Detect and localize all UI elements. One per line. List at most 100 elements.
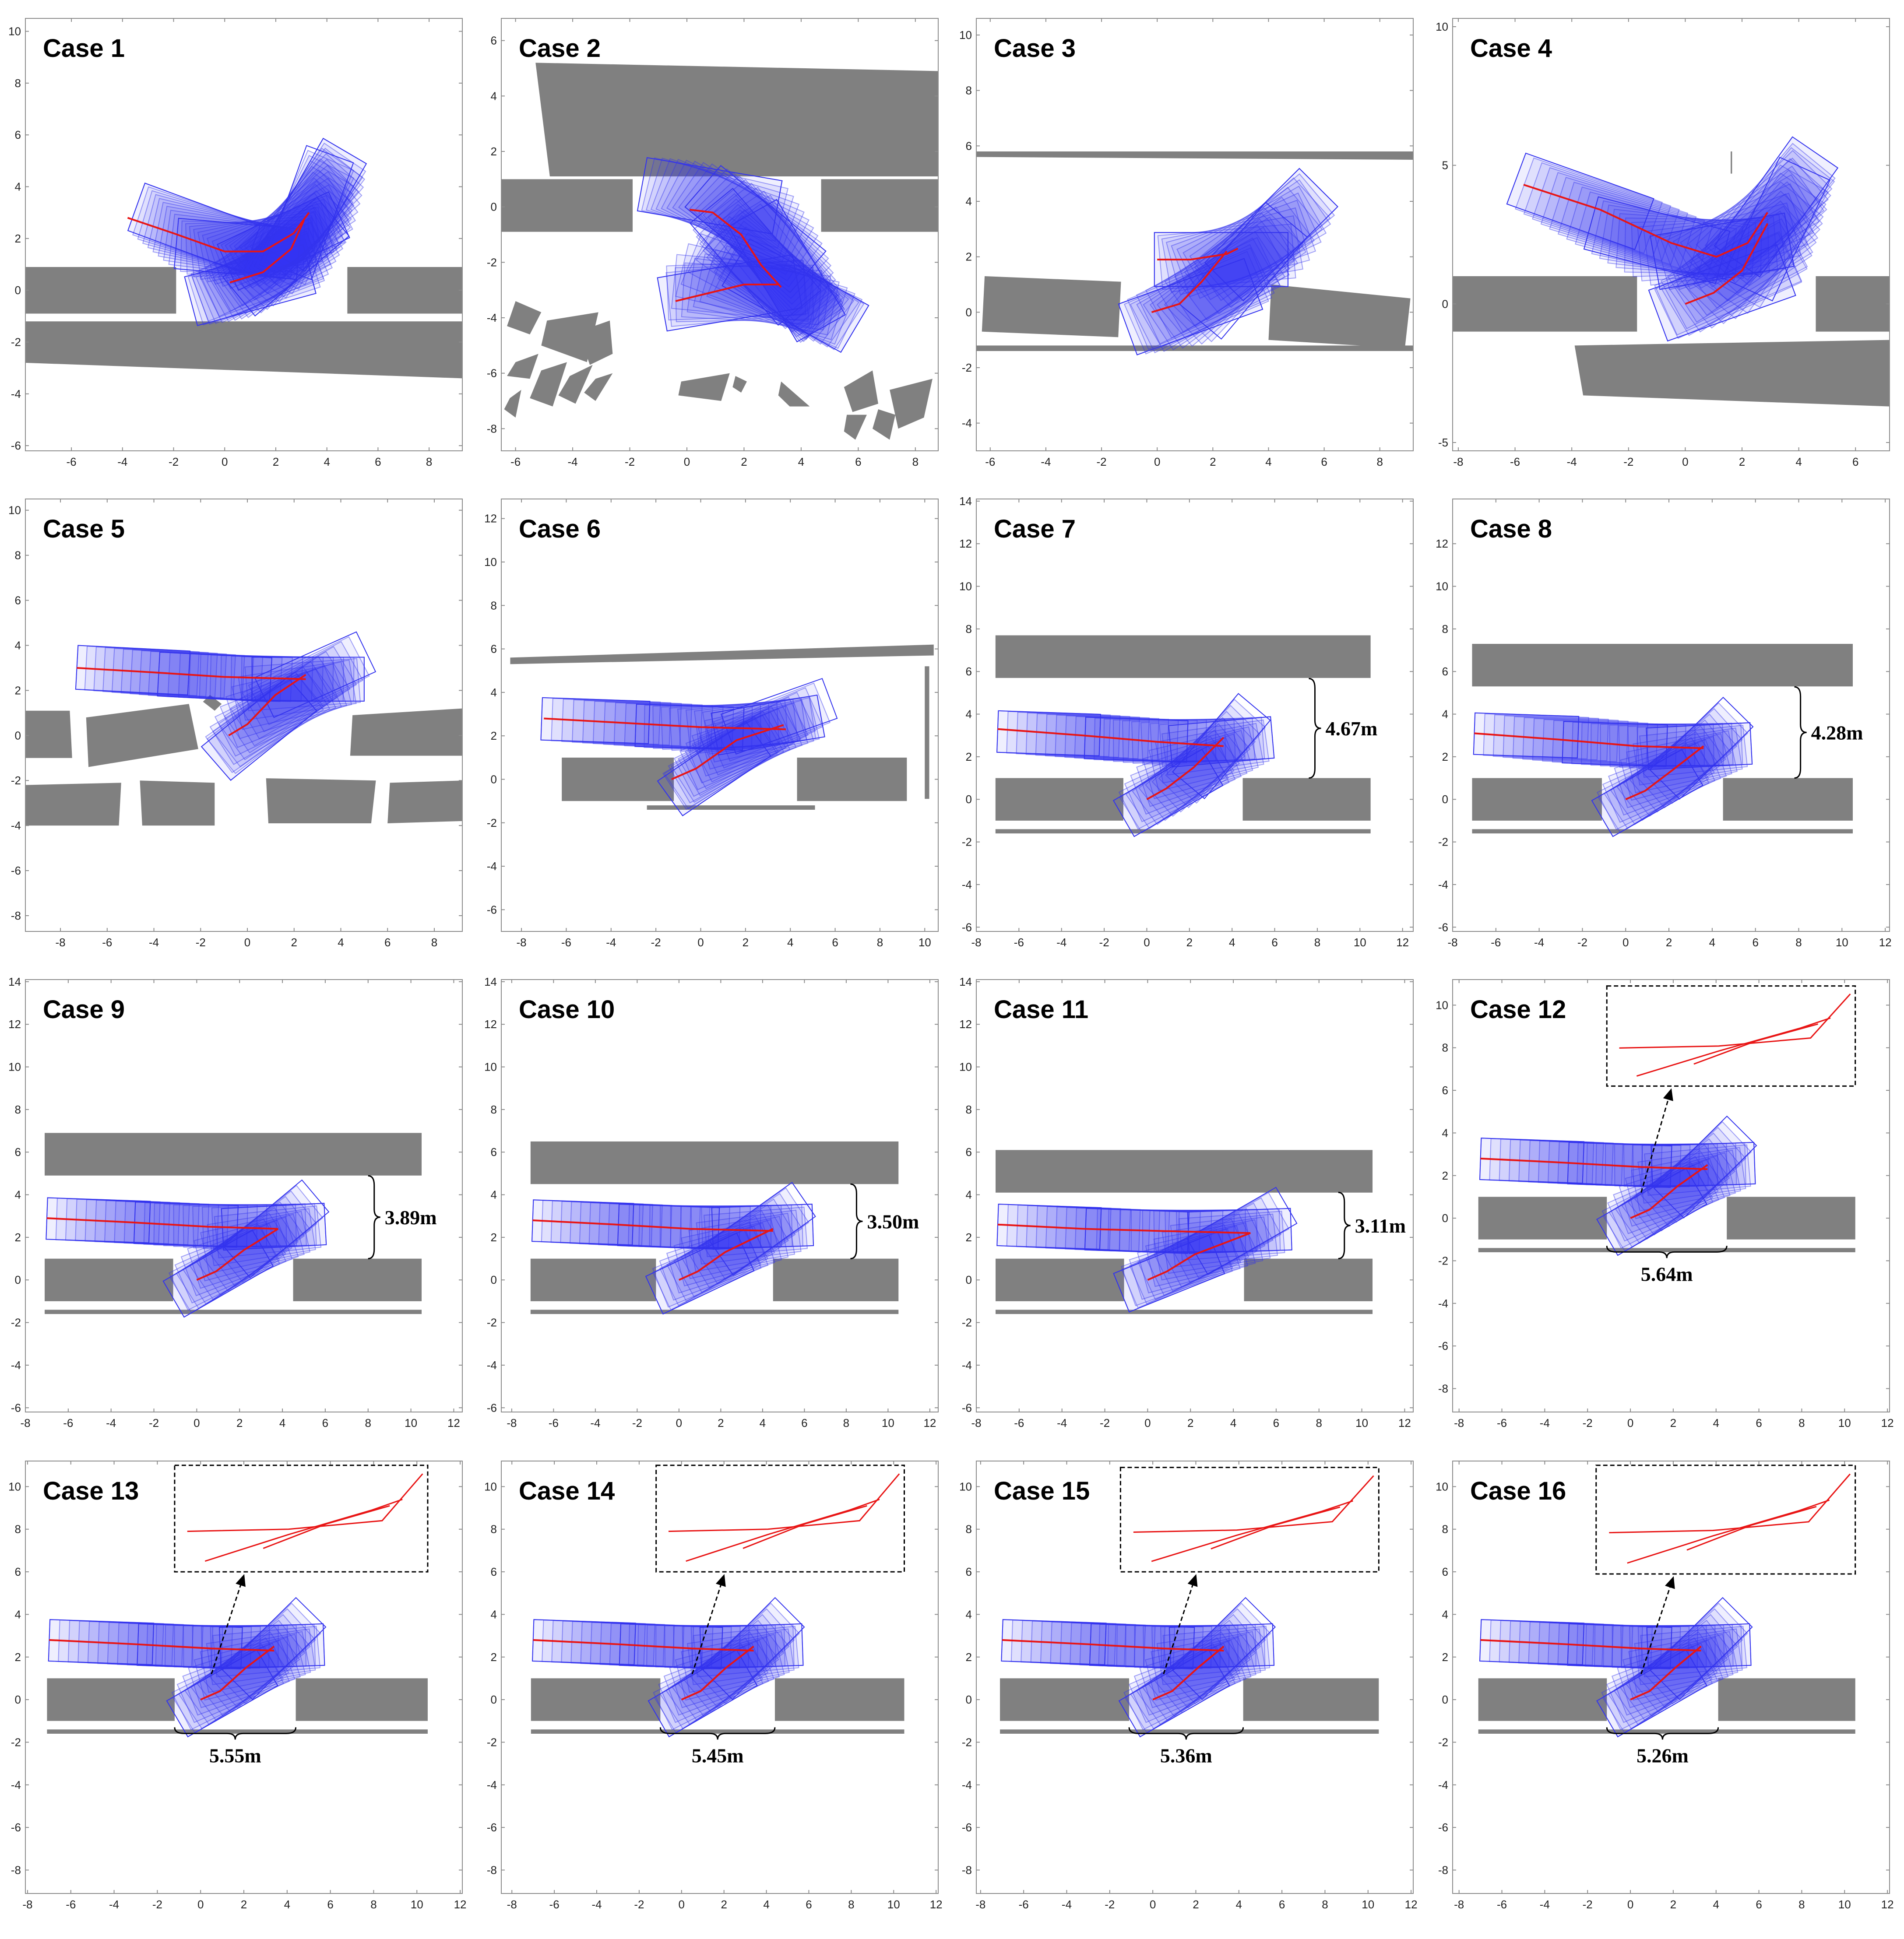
axes-frame xyxy=(976,499,1414,932)
subplot-case-15: 5.36m -8 -6 -4 -2 0 2 4 6 8 10 12 -8 -6 -4 -2 0 2 4 6 8 10 Cas… xyxy=(959,1461,1418,1911)
x-tick-label: -6 xyxy=(1497,1898,1507,1911)
vehicle-footprint-24 xyxy=(1619,1155,1731,1227)
obstacle-6 xyxy=(507,354,538,379)
x-tick-label: 12 xyxy=(1881,1898,1894,1911)
vehicle-footprint-29 xyxy=(1119,742,1229,833)
x-tick-label: 10 xyxy=(1836,936,1848,949)
x-tick-label: -2 xyxy=(1577,936,1587,949)
vehicle-footprint-14 xyxy=(703,179,836,316)
y-tick-label: 6 xyxy=(1442,1084,1448,1097)
path-line-2 xyxy=(1146,737,1225,800)
y-tick-label: -2 xyxy=(487,1316,497,1329)
x-tick-label: 2 xyxy=(1670,1416,1676,1430)
inset-path-1 xyxy=(187,1473,423,1532)
vehicle-footprint-36 xyxy=(1654,231,1802,336)
y-tick-label: 6 xyxy=(966,665,972,678)
obstacle-1 xyxy=(510,644,934,664)
x-tick-label: 2 xyxy=(291,936,297,949)
y-tick-label: 2 xyxy=(15,1651,21,1664)
vehicle-footprint-30 xyxy=(178,1637,289,1729)
y-tick-label: 14 xyxy=(484,975,497,988)
path-line-1 xyxy=(997,728,1224,747)
y-tick-label: 6 xyxy=(491,643,497,656)
obstacle-9 xyxy=(558,365,593,404)
y-tick-label: -5 xyxy=(1438,436,1448,449)
y-tick-label: 2 xyxy=(1442,1169,1448,1182)
y-tick-label: 10 xyxy=(8,25,21,38)
y-tick-label: 4 xyxy=(15,639,21,652)
x-tick-label: -2 xyxy=(632,1416,642,1430)
vehicle-footprint-6 xyxy=(1176,192,1322,299)
obstacle-2 xyxy=(1472,778,1602,821)
x-tick-label: -4 xyxy=(1534,936,1544,949)
y-tick-label: 4 xyxy=(1442,1126,1448,1139)
inset-pointer-arrow xyxy=(1640,1576,1675,1675)
y-tick-label: 2 xyxy=(491,145,497,158)
path-line-1 xyxy=(49,1639,275,1652)
y-tick-label: -6 xyxy=(11,864,21,877)
x-tick-label: -2 xyxy=(149,1416,159,1430)
vehicle-footprint-26 xyxy=(658,1642,769,1723)
vehicle-footprint-13 xyxy=(163,1204,267,1247)
vehicle-footprint-35 xyxy=(1660,218,1808,330)
vehicle-footprint-33 xyxy=(1147,1619,1256,1717)
y-tick-label: 6 xyxy=(491,34,497,47)
vehicle-footprint-23 xyxy=(1144,1633,1256,1701)
y-tick-label: -2 xyxy=(11,774,21,787)
y-tick-label: 8 xyxy=(1442,1523,1448,1536)
y-tick-label: 8 xyxy=(15,1103,21,1116)
y-tick-label: -4 xyxy=(11,1359,21,1372)
x-tick-label: -6 xyxy=(549,1416,559,1430)
vehicle-footprint-41 xyxy=(254,631,377,718)
x-tick-label: 6 xyxy=(322,1416,328,1430)
vehicle-footprint-44 xyxy=(696,198,833,333)
y-tick-label: 10 xyxy=(1436,998,1448,1012)
vehicle-footprint-24 xyxy=(1136,733,1248,807)
vehicle-footprint-21 xyxy=(207,1208,316,1266)
x-tick-label: -8 xyxy=(1453,455,1463,468)
y-tick-label: 4 xyxy=(15,1188,21,1201)
path-line-2 xyxy=(1630,1164,1708,1219)
y-tick-label: -6 xyxy=(487,1821,497,1834)
x-tick-label: -2 xyxy=(1099,936,1109,949)
y-tick-label: -8 xyxy=(487,1863,497,1876)
vehicle-footprint-25 xyxy=(1130,737,1242,815)
y-tick-label: 14 xyxy=(8,975,21,988)
plot-area xyxy=(25,137,462,379)
vehicle-footprint-13 xyxy=(698,175,834,311)
path-line-1 xyxy=(690,209,782,288)
y-tick-label: -4 xyxy=(962,1778,972,1791)
y-tick-label: 6 xyxy=(966,1565,972,1578)
vehicle-footprint-21 xyxy=(1155,723,1264,784)
vehicle-footprint-48 xyxy=(728,199,846,343)
vehicle-footprint-35 xyxy=(706,245,855,345)
x-tick-label: 2 xyxy=(1739,455,1745,468)
x-tick-label: 12 xyxy=(1398,1416,1411,1430)
subplot-case-1: -6 -4 -2 0 2 4 6 8 -6 -4 -2 0 2 4 6 8 10 Case 1 xyxy=(8,18,463,468)
x-tick-label: -6 xyxy=(510,455,521,468)
inset-path-3 xyxy=(1211,1506,1341,1550)
obstacle-4 xyxy=(797,757,907,801)
obstacle-2 xyxy=(1718,1678,1855,1721)
vehicle-footprint-29 xyxy=(654,1643,764,1734)
plot-area xyxy=(47,1597,428,1738)
path-line-2 xyxy=(671,724,784,780)
inset-box xyxy=(1119,1467,1380,1573)
vehicle-footprint-26 xyxy=(1164,212,1300,345)
y-tick-label: 2 xyxy=(1442,750,1448,763)
vehicle-footprint-23 xyxy=(1143,231,1286,351)
x-tick-label: 8 xyxy=(1798,1416,1805,1430)
dimension-label: 4.28m xyxy=(1811,721,1863,744)
vehicle-footprint-26 xyxy=(209,670,331,765)
obstacle-7 xyxy=(266,778,376,823)
x-tick-label: 4 xyxy=(1229,936,1235,949)
y-tick-label: 10 xyxy=(8,1061,21,1074)
y-tick-label: -2 xyxy=(962,361,972,374)
y-tick-label: 8 xyxy=(966,622,972,636)
obstacle-4 xyxy=(1731,151,1732,174)
vehicle-footprint-31 xyxy=(1179,201,1308,340)
x-tick-label: -6 xyxy=(1014,936,1024,949)
y-tick-label: 8 xyxy=(1442,622,1448,636)
vehicle-footprint-17 xyxy=(201,1203,307,1249)
vehicle-footprint-33 xyxy=(230,651,351,747)
